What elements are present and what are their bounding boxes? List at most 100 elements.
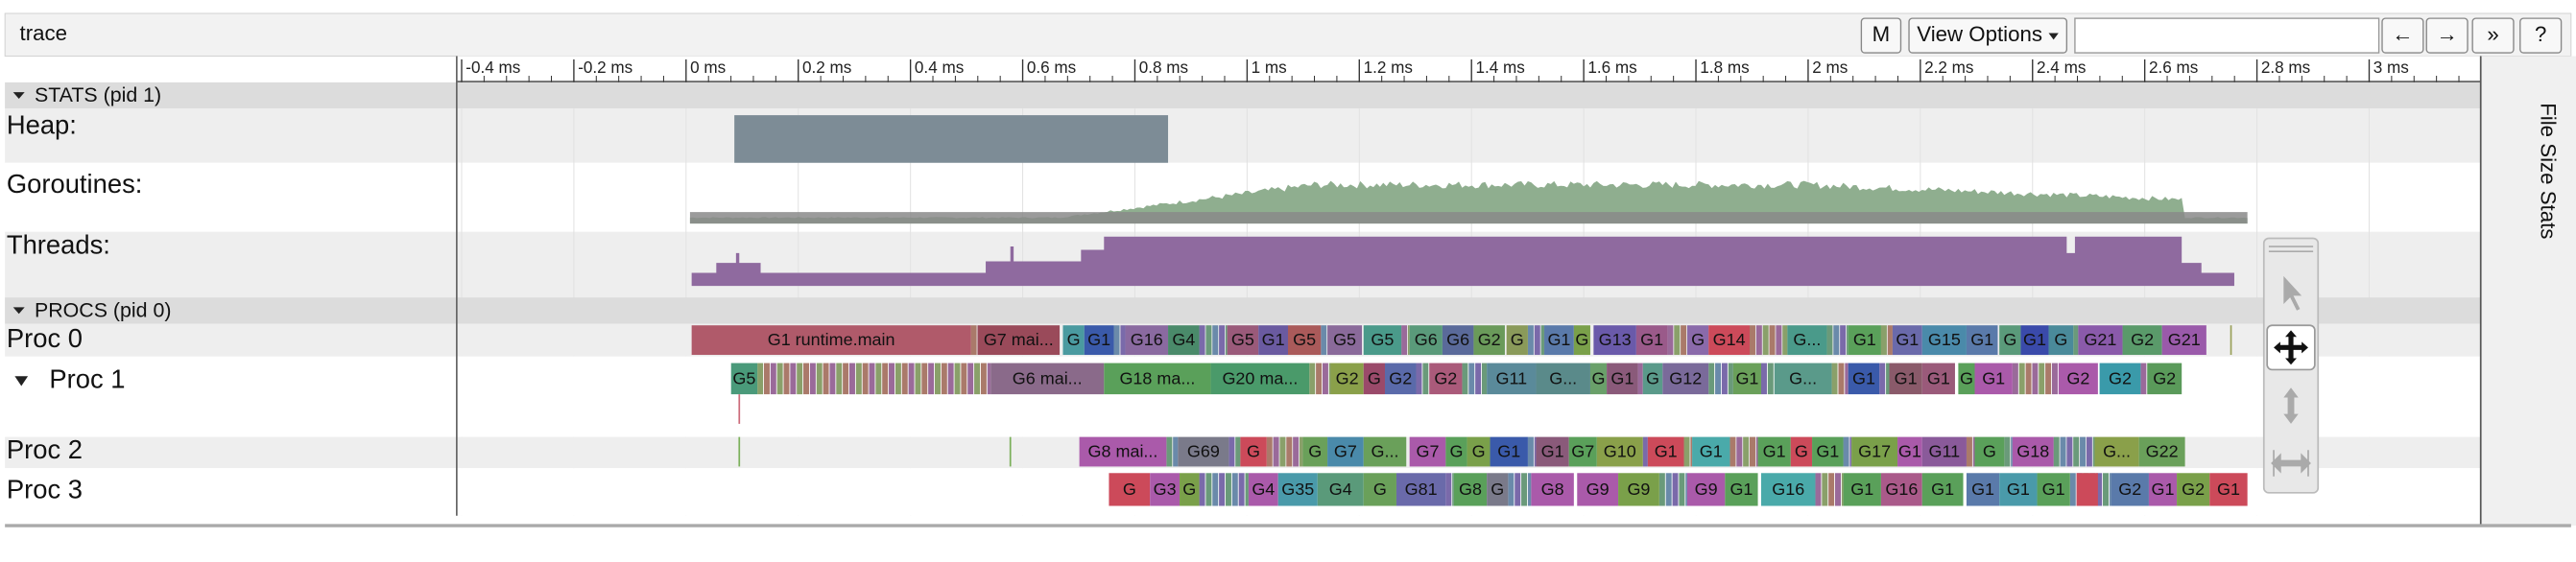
- slice-label[interactable]: G4: [1172, 330, 1195, 349]
- zoom-tool[interactable]: [2283, 387, 2299, 424]
- slice-label[interactable]: G4: [1329, 480, 1352, 499]
- slice[interactable]: [1577, 473, 1619, 506]
- slice[interactable]: [1596, 436, 1643, 467]
- slice-label[interactable]: G16: [1772, 480, 1804, 499]
- slice-label[interactable]: G1: [2042, 480, 2065, 499]
- slice[interactable]: [1757, 436, 1791, 467]
- slice-label[interactable]: G21: [2084, 330, 2116, 349]
- slice-label[interactable]: G5: [1371, 330, 1394, 349]
- slice-label[interactable]: G1: [2217, 480, 2240, 499]
- slice-label[interactable]: G1: [1655, 442, 1678, 461]
- slice[interactable]: [1168, 325, 1200, 356]
- side-panel-title[interactable]: File Size Stats: [2536, 103, 2560, 239]
- search-box[interactable]: [2074, 17, 2380, 54]
- slice-label[interactable]: G2: [2066, 368, 2089, 387]
- slice[interactable]: [1363, 325, 1402, 356]
- slice[interactable]: [1999, 473, 2038, 506]
- slice[interactable]: [2147, 363, 2182, 395]
- slice-label[interactable]: G1: [1853, 330, 1876, 349]
- slice-label[interactable]: G1: [1898, 442, 1921, 461]
- slice[interactable]: [1487, 363, 1537, 395]
- slice-label[interactable]: G...: [2103, 442, 2131, 461]
- slice-label[interactable]: G1: [1541, 442, 1564, 461]
- slice[interactable]: [1921, 473, 1964, 506]
- slice[interactable]: [1958, 363, 1975, 395]
- slice[interactable]: [1453, 473, 1488, 506]
- slice-label[interactable]: G9: [1586, 480, 1610, 499]
- slice[interactable]: [1429, 363, 1463, 395]
- slice-label[interactable]: G1: [1640, 330, 1663, 349]
- slice[interactable]: [2138, 436, 2185, 467]
- slice[interactable]: [2177, 473, 2210, 506]
- slice[interactable]: [1732, 363, 1761, 395]
- slice[interactable]: [1506, 325, 1528, 356]
- slice-label[interactable]: G: [1308, 442, 1322, 461]
- collapse-triangle[interactable]: [12, 307, 25, 315]
- slice[interactable]: [1974, 363, 2013, 395]
- slice-label[interactable]: G3: [1154, 480, 1177, 499]
- slice-label[interactable]: G1: [2152, 480, 2175, 499]
- slice-label[interactable]: G1: [1931, 480, 1954, 499]
- slice-label[interactable]: G1: [1850, 480, 1873, 499]
- slice-label[interactable]: G16: [1885, 480, 1918, 499]
- slice-label[interactable]: G69: [1187, 442, 1220, 461]
- button[interactable]: [2381, 17, 2424, 54]
- slice[interactable]: [1302, 436, 1328, 467]
- slice-label[interactable]: G5: [1293, 330, 1316, 349]
- slice-label[interactable]: G2: [2131, 330, 2154, 349]
- slice[interactable]: [2020, 325, 2049, 356]
- slice-label[interactable]: G18 ma...: [1119, 368, 1195, 387]
- slice-label[interactable]: G1: [1763, 442, 1786, 461]
- slice[interactable]: [1897, 436, 1922, 467]
- slice[interactable]: [1330, 363, 1364, 395]
- slice[interactable]: [1851, 436, 1898, 467]
- collapse-triangle[interactable]: [12, 92, 25, 99]
- slice-label[interactable]: G1: [1970, 330, 1993, 349]
- slice-label[interactable]: G2: [1434, 368, 1457, 387]
- slice[interactable]: [2122, 325, 2162, 356]
- slice-label[interactable]: G5: [1333, 330, 1356, 349]
- slice-label[interactable]: G2: [1389, 368, 1412, 387]
- slice-label[interactable]: G2: [2182, 480, 2205, 499]
- slice[interactable]: [1363, 363, 1385, 395]
- proc-label[interactable]: Proc 0: [7, 323, 83, 353]
- slice[interactable]: [2078, 325, 2123, 356]
- slice[interactable]: [1248, 473, 1278, 506]
- slice-label[interactable]: G1: [1927, 368, 1950, 387]
- slice[interactable]: [1467, 436, 1491, 467]
- slice-label[interactable]: G2: [2109, 368, 2132, 387]
- slice[interactable]: [1487, 473, 1509, 506]
- slice[interactable]: [1573, 325, 1590, 356]
- slice[interactable]: [1227, 325, 1259, 356]
- slice-label[interactable]: G1: [1735, 368, 1758, 387]
- slice[interactable]: [1544, 325, 1574, 356]
- slice-label[interactable]: G1: [1971, 480, 1994, 499]
- slice[interactable]: [1725, 473, 1758, 506]
- slice[interactable]: [1104, 363, 1211, 395]
- slice[interactable]: [1084, 325, 1114, 356]
- button[interactable]: [1908, 17, 2068, 54]
- slice[interactable]: [1760, 473, 1816, 506]
- button-label[interactable]: ?: [2535, 22, 2546, 46]
- slice[interactable]: [1531, 473, 1574, 506]
- slice[interactable]: [1317, 473, 1364, 506]
- slice-label[interactable]: G6: [1415, 330, 1438, 349]
- slice[interactable]: [1974, 436, 2005, 467]
- dropdown-caret[interactable]: [2048, 33, 2059, 40]
- slice-label[interactable]: G8: [1459, 480, 1482, 499]
- slice[interactable]: [1589, 363, 1608, 395]
- slice[interactable]: [2148, 473, 2178, 506]
- slice-label[interactable]: G5: [1231, 330, 1254, 349]
- slice[interactable]: [1848, 363, 1880, 395]
- pan-tool[interactable]: [2274, 330, 2308, 365]
- slice[interactable]: [1180, 473, 1200, 506]
- slice[interactable]: [730, 363, 758, 395]
- button[interactable]: [2471, 17, 2515, 54]
- slice[interactable]: [2161, 325, 2206, 356]
- slice-label[interactable]: G2: [1478, 330, 1501, 349]
- slice[interactable]: [1843, 473, 1881, 506]
- slice-label[interactable]: G: [1247, 442, 1260, 461]
- slice[interactable]: [2076, 473, 2098, 506]
- slice-label[interactable]: G11: [1929, 442, 1961, 461]
- slice-label[interactable]: G2: [1336, 368, 1359, 387]
